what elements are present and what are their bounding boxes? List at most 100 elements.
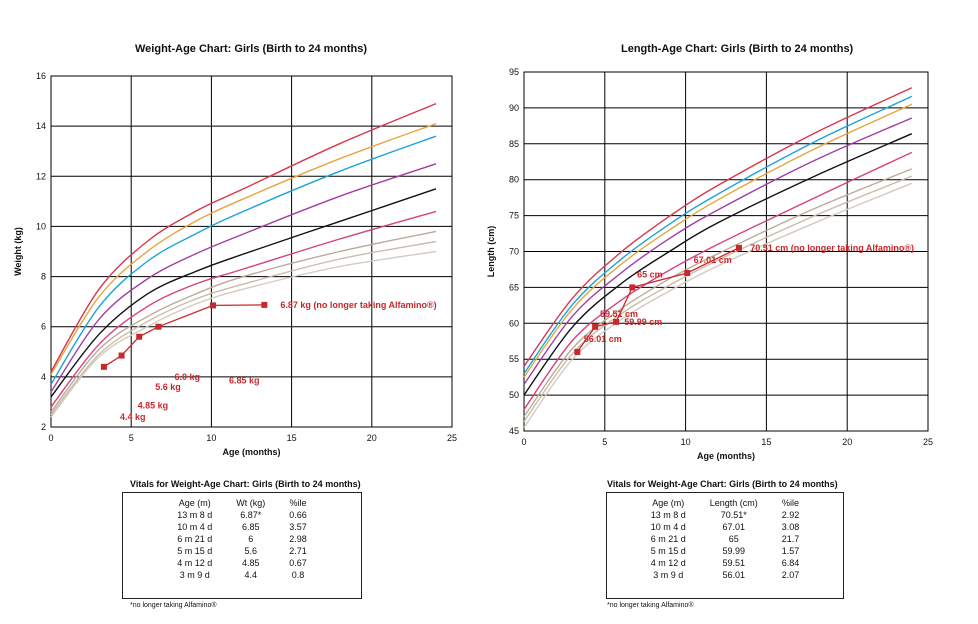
table-cell: 70.51*	[720, 510, 747, 520]
table-row: 10 m 4 d 6.85 3.57	[165, 521, 319, 533]
patient-point-label: 70.51 cm (no longer taking Alfamino®)	[750, 243, 914, 253]
table-cell: 4.4	[244, 570, 257, 580]
table-cell: 2.92	[781, 510, 800, 520]
percentile-curve	[50, 210, 437, 408]
patient-point	[210, 302, 217, 309]
table-cell: 10 m 4 d	[177, 522, 213, 532]
weight-age-chart: 0 5 10 15 20 25 2 4 6 8 10 12 14 16 Age (months) Weight…	[13, 71, 457, 457]
x-tick-label: 5	[602, 437, 607, 447]
y-tick-label: 12	[36, 171, 46, 181]
table-cell: 59.51	[722, 558, 746, 568]
patient-point	[261, 301, 268, 308]
x-tick-label: 25	[923, 437, 933, 447]
percentile-curve	[50, 163, 437, 393]
patient-point	[100, 363, 107, 370]
column-header: Age (m)	[178, 498, 211, 508]
column-header: %ile	[289, 498, 307, 508]
patient-point	[592, 323, 599, 330]
x-axis-label: Age (months)	[223, 447, 281, 457]
table-row: 5 m 15 d 59.99 1.57	[639, 545, 812, 557]
y-tick-label: 55	[509, 354, 519, 364]
patient-line	[576, 247, 740, 353]
x-tick-label: 0	[521, 437, 526, 447]
table-cell: 3 m 9 d	[653, 570, 684, 580]
patient-point	[735, 244, 742, 251]
table-cell: 2.98	[289, 534, 307, 544]
table-row: 13 m 8 d 6.87* 0.66	[165, 509, 319, 521]
table-row: 6 m 21 d 65 21.7	[639, 533, 812, 545]
column-header: %ile	[782, 498, 800, 508]
table-row: 5 m 15 d 5.6 2.71	[165, 545, 319, 557]
table-cell: 2.71	[289, 546, 307, 556]
x-tick-label: 0	[48, 433, 53, 443]
percentile-curve	[523, 175, 913, 423]
table-cell: 67.01	[722, 522, 746, 532]
table-cell: 13 m 8 d	[177, 510, 213, 520]
table-cell: 3 m 9 d	[179, 570, 210, 580]
patient-point	[136, 333, 143, 340]
patient-point	[118, 352, 125, 359]
table-cell: 6 m 21 d	[177, 534, 213, 544]
y-tick-label: 4	[41, 372, 46, 382]
percentile-curve	[50, 188, 437, 398]
percentile-curve	[523, 133, 913, 396]
y-tick-label: 75	[509, 211, 519, 221]
weight-vitals-table: Age (m) Wt (kg) %ile 13 m 8 d 6.87* 0.66 1…	[122, 492, 362, 599]
x-axis-label: Age (months)	[697, 451, 755, 461]
table-cell: 4.85	[241, 558, 260, 568]
table-cell: 65	[728, 534, 739, 544]
percentile-curve	[523, 87, 913, 367]
table-cell: 6 m 21 d	[650, 534, 686, 544]
percentile-curve	[50, 240, 437, 415]
patient-point	[684, 269, 691, 276]
patient-point-label: 4.4 kg	[120, 412, 146, 422]
patient-point-label: 67.01 cm	[694, 255, 732, 265]
column-header: Age (m)	[652, 498, 685, 508]
y-tick-label: 45	[509, 426, 519, 436]
table-header-row: Age (m) Wt (kg) %ile	[165, 497, 319, 509]
table-row: 10 m 4 d 67.01 3.08	[639, 521, 812, 533]
plot-frame	[50, 75, 453, 428]
length-table-footnote: *no longer taking Alfamino®	[607, 602, 694, 609]
table-cell: 10 m 4 d	[650, 522, 686, 532]
patient-point	[629, 284, 636, 291]
percentile-curve	[523, 151, 913, 410]
y-tick-label: 6	[41, 322, 46, 332]
x-tick-label: 25	[447, 433, 457, 443]
plot-frame	[523, 71, 929, 432]
table-row: 4 m 12 d 59.51 6.84	[639, 557, 812, 569]
y-axis-label: Length (cm)	[486, 226, 496, 278]
x-tick-label: 20	[842, 437, 852, 447]
table-cell: 5.6	[244, 546, 257, 556]
y-tick-label: 10	[36, 221, 46, 231]
table-cell: 0.67	[289, 558, 307, 568]
x-tick-label: 10	[206, 433, 216, 443]
table-cell: 4 m 12 d	[177, 558, 213, 568]
patient-point-label: 6.85 kg	[229, 376, 260, 386]
table-row: 6 m 21 d 6 2.98	[165, 533, 319, 545]
percentile-curve	[50, 230, 437, 413]
y-tick-label: 60	[509, 318, 519, 328]
weight-chart-title: Weight-Age Chart: Girls (Birth to 24 mon…	[135, 43, 368, 55]
weight-table-footnote: *no longer taking Alfamino®	[130, 602, 217, 609]
percentile-curve	[523, 103, 913, 378]
table-cell: 6	[248, 534, 254, 544]
table-cell: 5 m 15 d	[650, 546, 686, 556]
y-tick-label: 14	[36, 121, 46, 131]
y-tick-label: 50	[509, 390, 519, 400]
y-tick-label: 85	[509, 139, 519, 149]
table-cell: 13 m 8 d	[650, 510, 686, 520]
table-cell: 2.07	[781, 570, 800, 580]
y-tick-label: 2	[41, 422, 46, 432]
table-row: 4 m 12 d 4.85 0.67	[165, 557, 319, 569]
table-row: 3 m 9 d 56.01 2.07	[639, 569, 812, 581]
table-cell: 0.66	[289, 510, 307, 520]
patient-point-label: 4.85 kg	[138, 401, 169, 411]
percentile-curve	[523, 117, 913, 385]
table-header-row: Age (m) Length (cm) %ile	[639, 497, 812, 509]
table-cell: 6.85	[241, 522, 260, 532]
patient-point-label: 6.87 kg (no longer taking Alfamino®)	[280, 300, 436, 310]
y-tick-label: 70	[509, 247, 519, 257]
patient-point-label: 6.0 kg	[175, 372, 201, 382]
table-cell: 6.84	[781, 558, 800, 568]
